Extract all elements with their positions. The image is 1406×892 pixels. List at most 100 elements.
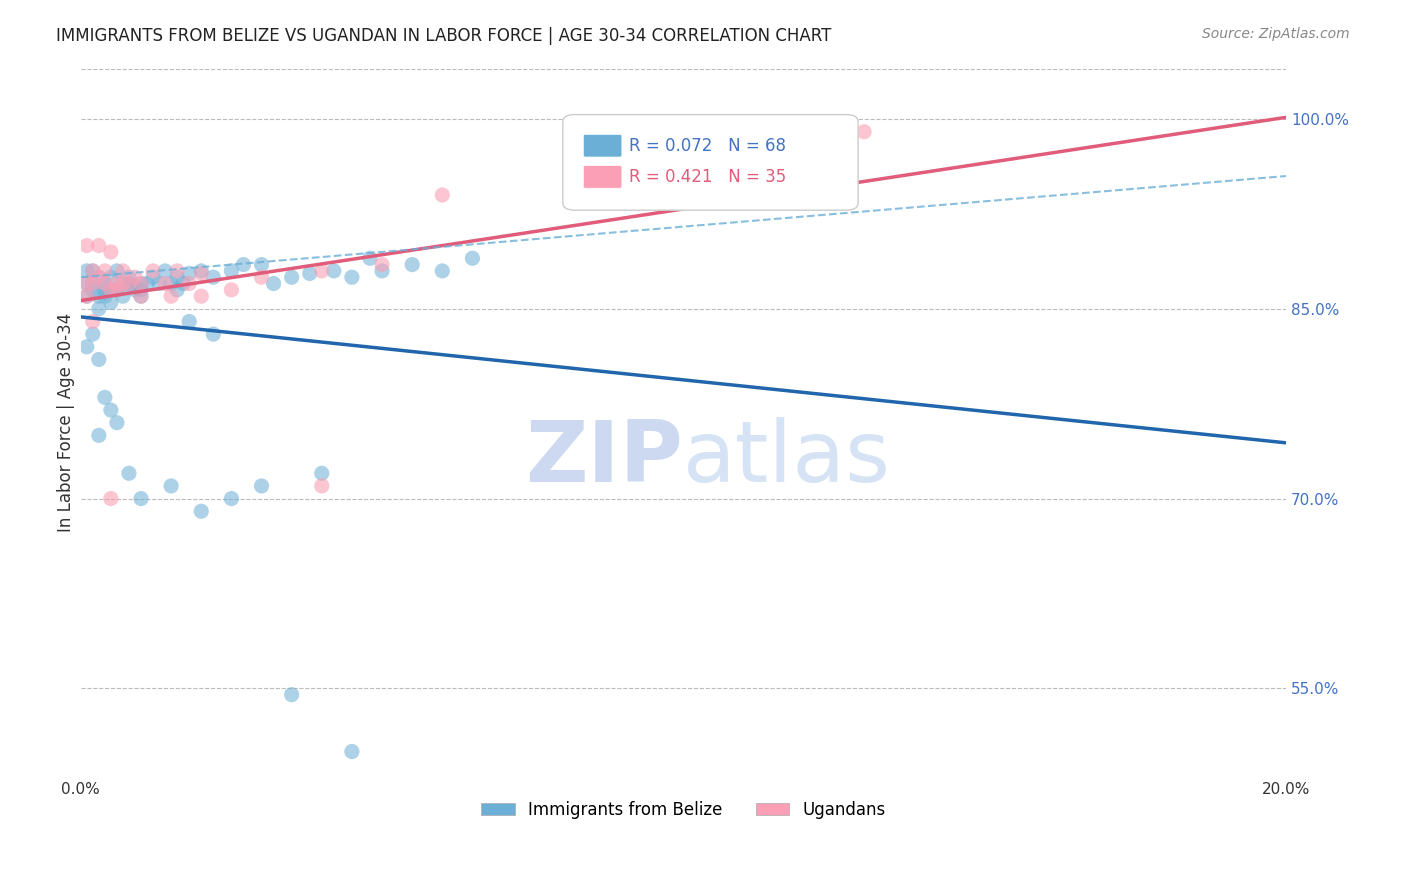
Point [82,283,104,297]
Point [124,283,146,297]
Point [94,289,117,303]
Point [221,264,243,278]
Point [359,252,381,266]
Point [172,277,194,291]
Point [129,283,152,297]
Point [190,267,212,281]
Point [322,264,344,278]
Point [118,270,141,285]
Point [136,277,159,291]
Point [263,277,285,291]
Point [94,277,117,291]
Point [340,745,363,759]
FancyBboxPatch shape [562,114,858,211]
Point [100,283,122,297]
Point [76,264,98,278]
Point [82,264,104,278]
Point [94,264,117,278]
Point [221,491,243,506]
Point [124,279,146,293]
Y-axis label: In Labor Force | Age 30-34: In Labor Force | Age 30-34 [58,313,75,533]
Point [190,264,212,278]
Point [221,283,243,297]
Point [202,270,225,285]
Point [166,270,188,285]
Point [432,264,454,278]
Point [148,277,170,291]
Text: R = 0.421   N = 35: R = 0.421 N = 35 [628,168,786,186]
Point [153,277,176,291]
Point [129,277,152,291]
Point [232,258,254,272]
Point [111,277,134,291]
Point [87,270,110,285]
Point [202,327,225,342]
Point [250,270,273,285]
Point [105,264,128,278]
Point [82,277,104,291]
Point [160,277,183,291]
Point [82,327,104,342]
Legend: Immigrants from Belize, Ugandans: Immigrants from Belize, Ugandans [475,794,893,825]
Point [76,289,98,303]
Point [105,277,128,291]
Point [82,264,104,278]
Point [371,264,394,278]
Point [461,252,484,266]
Point [250,479,273,493]
Point [179,267,201,281]
Point [340,270,363,285]
Text: ZIP: ZIP [526,417,683,500]
Point [179,314,201,328]
Point [100,403,122,417]
Point [250,258,273,272]
Point [371,258,394,272]
Point [190,289,212,303]
Point [166,264,188,278]
Point [94,391,117,405]
Point [129,277,152,291]
Point [87,238,110,252]
Point [76,289,98,303]
Point [76,340,98,354]
Point [853,125,876,139]
Point [311,467,333,481]
Point [100,491,122,506]
Point [311,479,333,493]
Point [129,289,152,303]
Point [118,277,141,291]
Point [160,289,183,303]
Point [280,270,302,285]
Point [100,283,122,297]
Point [87,352,110,367]
Point [111,289,134,303]
Point [190,504,212,518]
FancyBboxPatch shape [583,166,621,188]
FancyBboxPatch shape [583,135,621,157]
Point [142,264,165,278]
Point [111,277,134,291]
Point [87,270,110,285]
Point [118,277,141,291]
Point [87,289,110,303]
Point [76,238,98,252]
Point [100,270,122,285]
Point [105,416,128,430]
Point [179,277,201,291]
Point [401,258,423,272]
Point [124,270,146,285]
Point [76,277,98,291]
Point [142,270,165,285]
Point [118,467,141,481]
Text: Source: ZipAtlas.com: Source: ZipAtlas.com [1202,27,1350,41]
Point [82,277,104,291]
Point [82,314,104,328]
Point [76,277,98,291]
Point [311,264,333,278]
Point [100,295,122,310]
Point [94,283,117,297]
Point [160,479,183,493]
Point [100,244,122,259]
Point [129,289,152,303]
Point [280,688,302,702]
